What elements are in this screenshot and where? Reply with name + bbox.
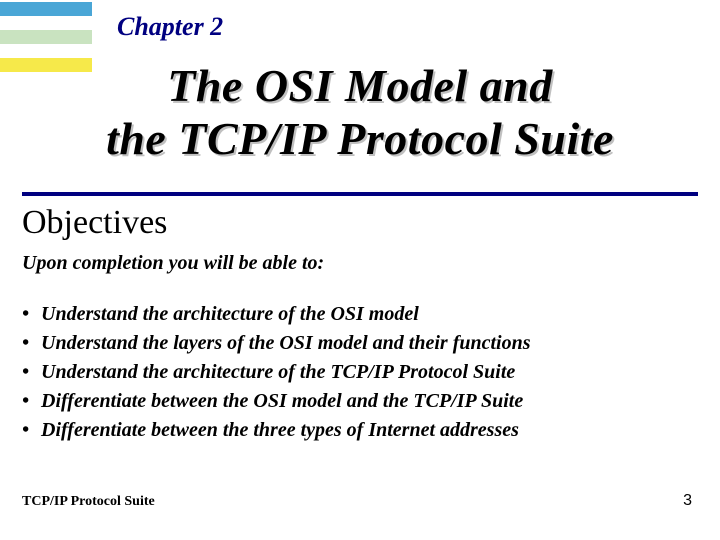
logo-bar (0, 16, 92, 30)
logo-bar (0, 30, 92, 44)
objective-item: • Differentiate between the OSI model an… (22, 387, 682, 416)
objective-text: Understand the layers of the OSI model a… (36, 332, 531, 354)
objectives-heading: Objectives (22, 204, 167, 242)
objective-text: Understand the architecture of the OSI m… (36, 303, 419, 325)
slide-title: The OSI Model and the TCP/IP Protocol Su… (40, 60, 680, 166)
bullet-dot: • (22, 358, 36, 387)
slide: Chapter 2 The OSI Model and the TCP/IP P… (0, 0, 720, 540)
bullet-dot: • (22, 387, 36, 416)
objective-item: • Differentiate between the three types … (22, 416, 682, 445)
logo-bar (0, 44, 92, 58)
bullet-dot: • (22, 416, 36, 445)
objective-item: • Understand the layers of the OSI model… (22, 329, 682, 358)
horizontal-rule (22, 192, 698, 196)
objective-text: Understand the architecture of the TCP/I… (36, 361, 515, 383)
title-line-1: The OSI Model and (40, 60, 680, 113)
bullet-dot: • (22, 329, 36, 358)
objective-item: • Understand the architecture of the OSI… (22, 300, 682, 329)
objective-text: Differentiate between the OSI model and … (36, 390, 523, 412)
bullet-dot: • (22, 300, 36, 329)
objectives-list: • Understand the architecture of the OSI… (22, 300, 682, 445)
chapter-label: Chapter 2 (117, 12, 223, 42)
logo-bar (0, 2, 92, 16)
page-number: 3 (683, 492, 692, 510)
objective-item: • Understand the architecture of the TCP… (22, 358, 682, 387)
title-line-2: the TCP/IP Protocol Suite (40, 113, 680, 166)
objective-text: Differentiate between the three types of… (36, 419, 519, 441)
objectives-subheading: Upon completion you will be able to: (22, 252, 324, 275)
footer-text: TCP/IP Protocol Suite (22, 494, 155, 510)
